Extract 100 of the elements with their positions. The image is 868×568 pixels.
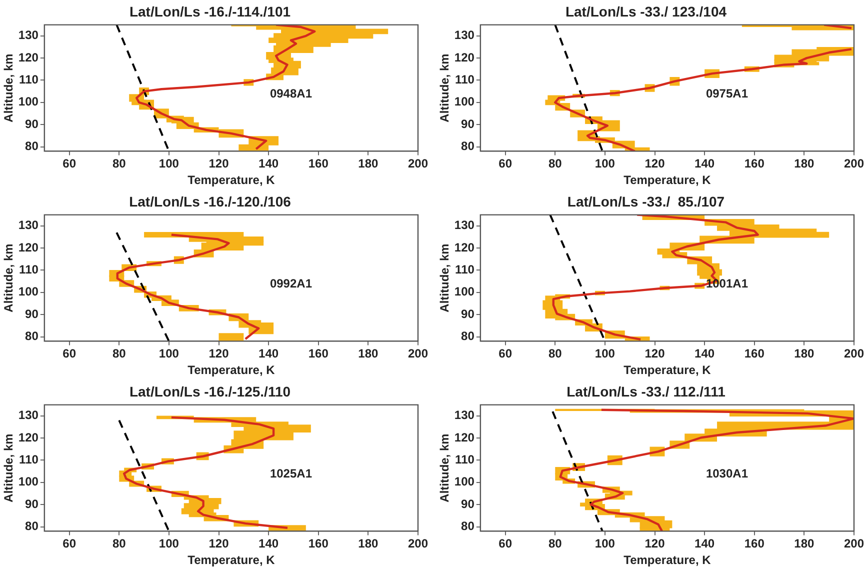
x-tick-label: 200 bbox=[844, 156, 864, 171]
x-tick-label: 160 bbox=[744, 156, 765, 171]
chart-title: Lat/Lon/Ls -16./-125./110 bbox=[129, 383, 291, 400]
x-axis-title: Temperature, K bbox=[624, 363, 712, 378]
x-tick-label: 80 bbox=[112, 156, 126, 171]
y-tick-label: 130 bbox=[18, 218, 39, 232]
y-tick-label: 130 bbox=[454, 28, 475, 42]
y-tick-label: 130 bbox=[454, 218, 475, 232]
x-tick-label: 200 bbox=[844, 346, 864, 361]
x-axis-title: Temperature, K bbox=[188, 363, 276, 378]
x-tick-label: 60 bbox=[498, 536, 512, 551]
x-tick-label: 200 bbox=[844, 536, 864, 551]
x-tick-label: 180 bbox=[794, 156, 815, 171]
y-tick-label: 80 bbox=[461, 329, 475, 344]
x-tick-label: 180 bbox=[358, 346, 379, 361]
x-tick-label: 120 bbox=[208, 536, 230, 551]
y-tick-label: 120 bbox=[454, 240, 475, 254]
y-tick-label: 120 bbox=[18, 50, 39, 64]
y-tick-label: 110 bbox=[455, 262, 475, 277]
x-tick-label: 100 bbox=[158, 536, 180, 551]
y-tick-label: 100 bbox=[18, 284, 39, 299]
chart-title: Lat/Lon/Ls -33./ 112./111 bbox=[566, 383, 726, 400]
y-tick-label: 80 bbox=[461, 519, 475, 534]
x-tick-label: 80 bbox=[112, 536, 126, 551]
x-tick-label: 100 bbox=[594, 346, 616, 361]
y-tick-label: 80 bbox=[25, 139, 39, 154]
x-tick-label: 180 bbox=[794, 346, 815, 361]
y-tick-label: 90 bbox=[461, 496, 475, 511]
y-tick-label: 80 bbox=[25, 329, 39, 344]
y-tick-label: 110 bbox=[19, 262, 39, 277]
chart-title: Lat/Lon/Ls -16./-114./101 bbox=[129, 3, 291, 20]
chart-title: Lat/Lon/Ls -16./-120./106 bbox=[129, 193, 292, 210]
x-tick-label: 80 bbox=[548, 156, 562, 171]
x-tick-label: 120 bbox=[644, 536, 666, 551]
x-tick-label: 60 bbox=[498, 346, 512, 361]
x-tick-label: 160 bbox=[744, 536, 765, 551]
x-axis-title: Temperature, K bbox=[624, 553, 712, 568]
y-axis-title: Altitude, km bbox=[438, 434, 452, 502]
annotation: 1030A1 bbox=[706, 466, 748, 481]
y-tick-label: 100 bbox=[18, 94, 39, 109]
y-axis-title: Altitude, km bbox=[438, 54, 452, 122]
annotation: 0975A1 bbox=[706, 86, 748, 101]
x-tick-label: 200 bbox=[408, 536, 428, 551]
y-tick-label: 120 bbox=[18, 430, 39, 444]
y-tick-label: 100 bbox=[18, 474, 39, 489]
y-tick-label: 120 bbox=[18, 240, 39, 254]
x-axis-title: Temperature, K bbox=[188, 173, 276, 188]
x-tick-label: 80 bbox=[112, 346, 126, 361]
y-tick-label: 120 bbox=[454, 430, 475, 444]
y-tick-label: 110 bbox=[455, 452, 475, 467]
annotation: 0992A1 bbox=[270, 276, 312, 291]
x-axis-title: Temperature, K bbox=[188, 553, 276, 568]
x-tick-label: 160 bbox=[308, 346, 329, 361]
y-tick-label: 110 bbox=[455, 72, 475, 87]
x-tick-label: 140 bbox=[694, 346, 715, 361]
y-tick-label: 90 bbox=[461, 306, 475, 321]
x-tick-label: 160 bbox=[308, 156, 329, 171]
y-tick-label: 100 bbox=[454, 284, 475, 299]
x-tick-label: 140 bbox=[694, 156, 715, 171]
y-tick-label: 90 bbox=[25, 116, 39, 131]
x-tick-label: 140 bbox=[258, 536, 279, 551]
y-axis-title: Altitude, km bbox=[438, 244, 452, 312]
annotation: 1025A1 bbox=[270, 466, 312, 481]
y-tick-label: 130 bbox=[18, 28, 39, 42]
x-tick-label: 100 bbox=[594, 536, 616, 551]
x-tick-label: 140 bbox=[694, 536, 715, 551]
x-tick-label: 60 bbox=[62, 156, 76, 171]
x-tick-label: 160 bbox=[744, 346, 765, 361]
x-tick-label: 200 bbox=[408, 156, 428, 171]
x-tick-label: 160 bbox=[308, 536, 329, 551]
chart-title: Lat/Lon/Ls -33./ 85./107 bbox=[567, 193, 725, 210]
x-tick-label: 140 bbox=[258, 346, 279, 361]
y-axis-title: Altitude, km bbox=[2, 244, 16, 312]
x-tick-label: 120 bbox=[644, 346, 666, 361]
y-tick-label: 120 bbox=[454, 50, 475, 64]
x-tick-label: 120 bbox=[644, 156, 666, 171]
x-tick-label: 80 bbox=[548, 536, 562, 551]
x-tick-label: 80 bbox=[548, 346, 562, 361]
x-axis-title: Temperature, K bbox=[624, 173, 712, 188]
annotation: 1001A1 bbox=[706, 276, 748, 291]
chart-title: Lat/Lon/Ls -33./ 123./104 bbox=[565, 3, 727, 20]
y-tick-label: 100 bbox=[454, 474, 475, 489]
y-tick-label: 110 bbox=[19, 72, 39, 87]
y-tick-label: 100 bbox=[454, 94, 475, 109]
x-tick-label: 120 bbox=[208, 156, 230, 171]
x-tick-label: 60 bbox=[498, 156, 512, 171]
y-tick-label: 130 bbox=[18, 408, 39, 422]
x-tick-label: 140 bbox=[258, 156, 279, 171]
y-axis-title: Altitude, km bbox=[2, 434, 16, 502]
x-tick-label: 120 bbox=[208, 346, 230, 361]
x-tick-label: 180 bbox=[794, 536, 815, 551]
annotation: 0948A1 bbox=[270, 86, 312, 101]
x-tick-label: 100 bbox=[158, 346, 180, 361]
x-tick-label: 180 bbox=[358, 156, 379, 171]
y-tick-label: 130 bbox=[454, 408, 475, 422]
x-tick-label: 200 bbox=[408, 346, 428, 361]
x-tick-label: 60 bbox=[62, 346, 76, 361]
x-tick-label: 60 bbox=[62, 536, 76, 551]
y-axis-title: Altitude, km bbox=[2, 54, 16, 122]
y-tick-label: 90 bbox=[25, 306, 39, 321]
